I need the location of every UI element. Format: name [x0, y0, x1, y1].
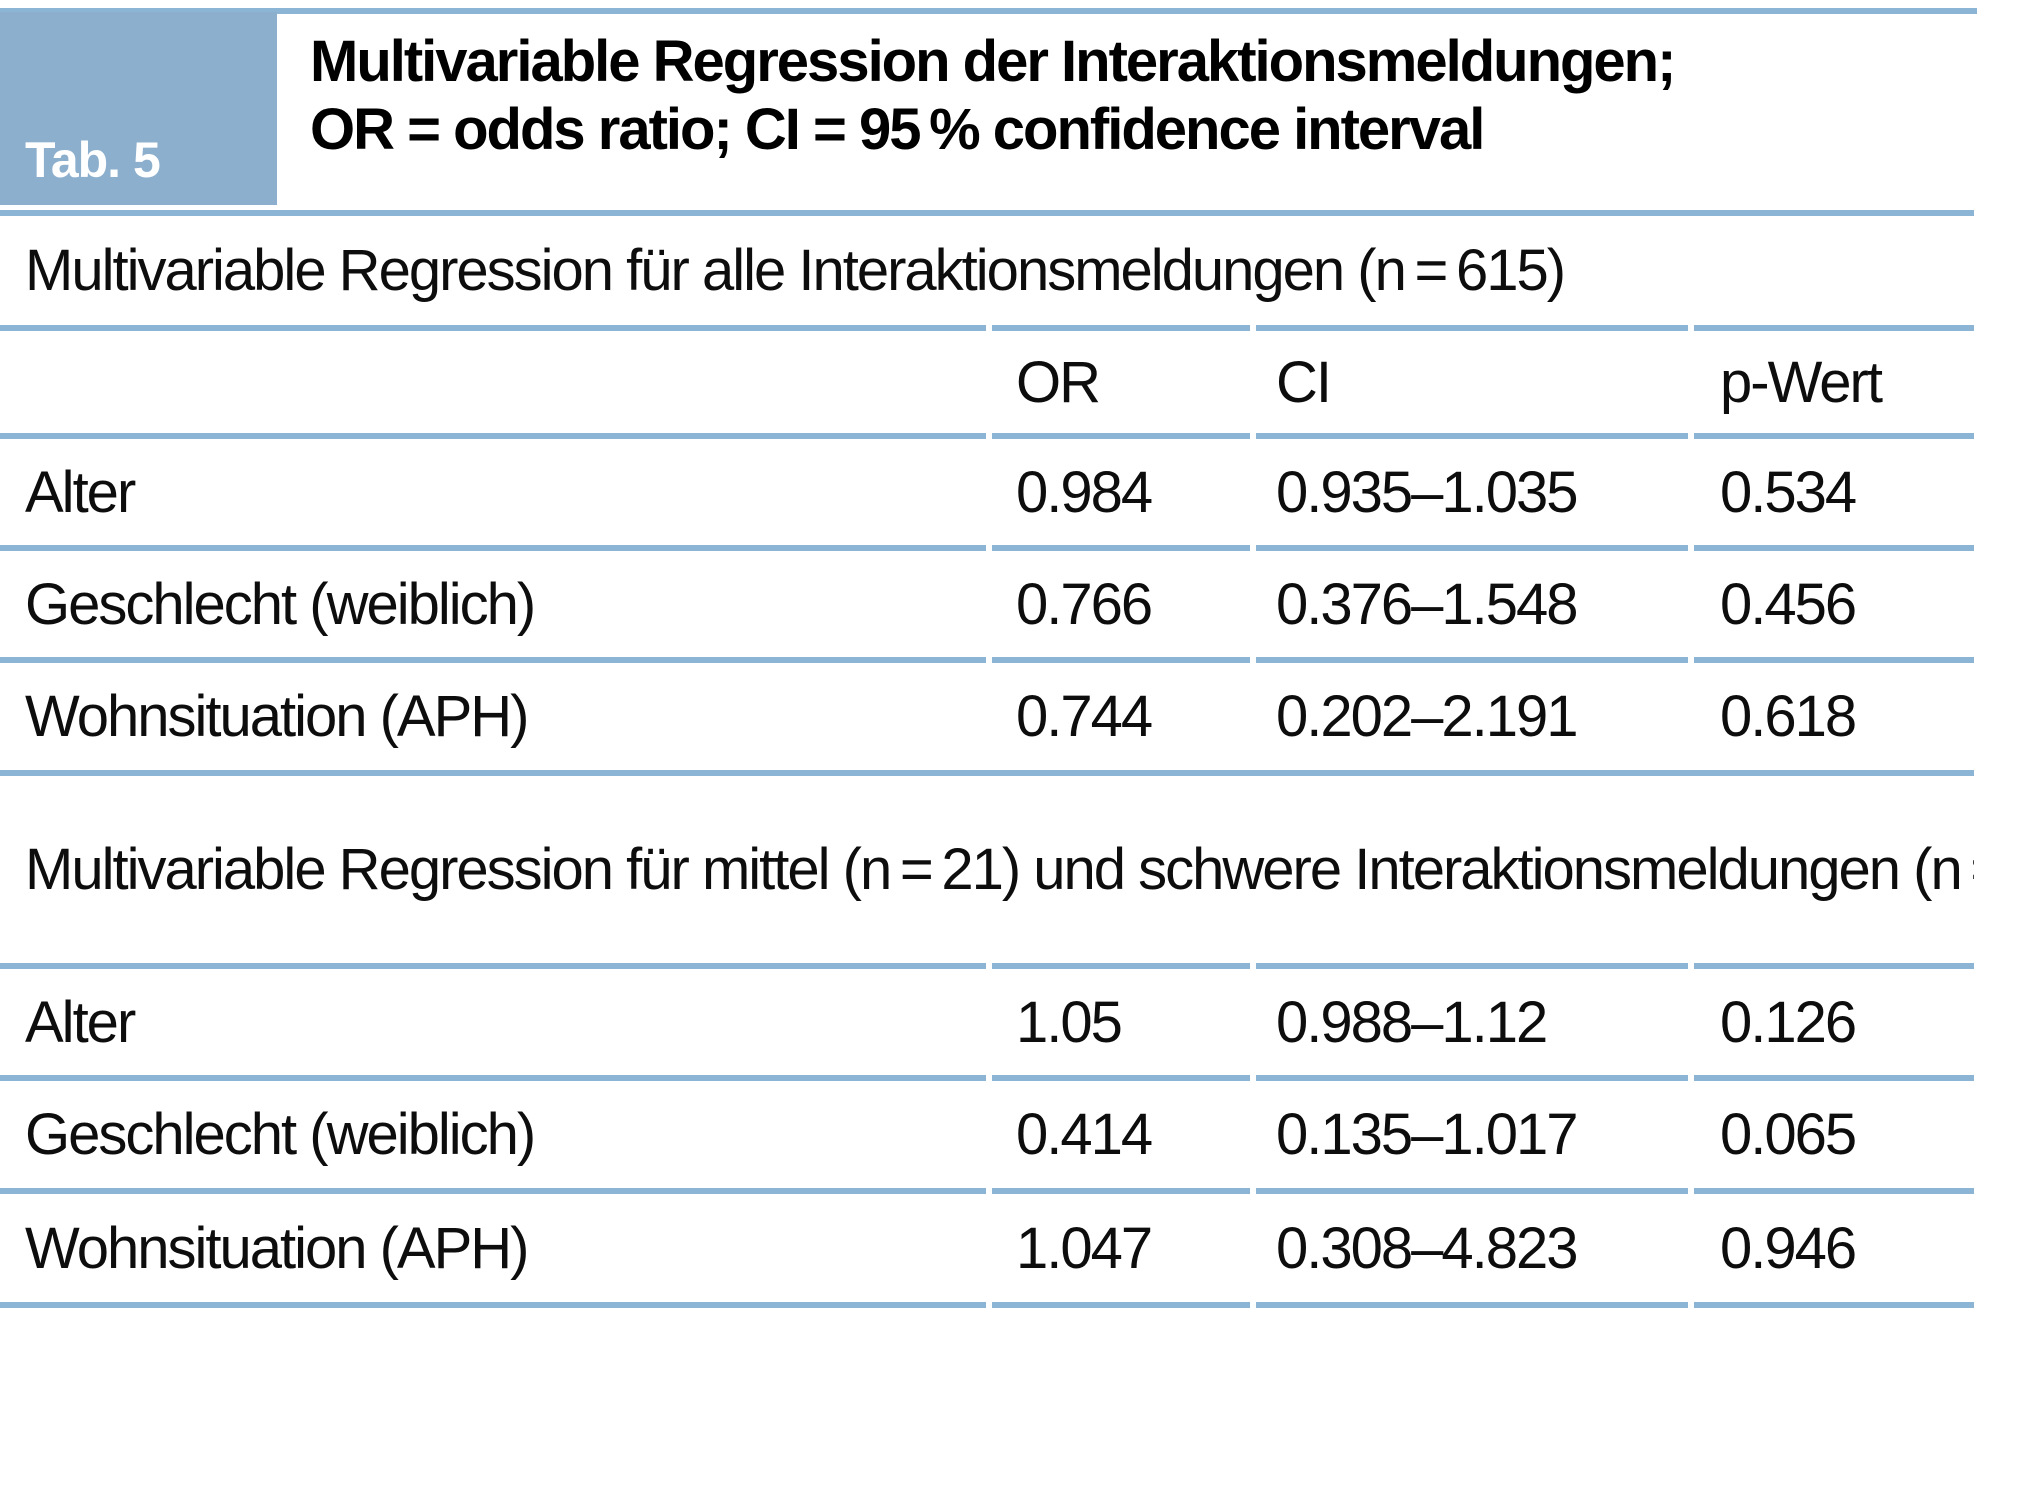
- table-number-label: Tab. 5: [25, 132, 161, 188]
- row-label: Alter: [0, 433, 986, 545]
- table-title-line1: Multivariable Regression der Interaktion…: [310, 29, 1676, 94]
- p-value: 0.126: [1694, 963, 1975, 1075]
- row-label: Wohnsituation (APH): [0, 1188, 986, 1308]
- column-header-or: OR: [992, 325, 1250, 433]
- row-label: Wohnsituation (APH): [0, 657, 986, 770]
- p-value: 0.946: [1694, 1188, 1975, 1308]
- or-value: 0.414: [992, 1075, 1250, 1188]
- or-value: 0.984: [992, 433, 1250, 545]
- table-row: Wohnsituation (APH) 0.744 0.202–2.191 0.…: [0, 657, 1975, 770]
- row-label: Geschlecht (weiblich): [0, 1075, 986, 1188]
- table-row: Wohnsituation (APH) 1.047 0.308–4.823 0.…: [0, 1188, 1975, 1308]
- ci-value: 0.988–1.12: [1256, 963, 1688, 1075]
- or-value: 1.047: [992, 1188, 1250, 1308]
- ci-value: 0.376–1.548: [1256, 545, 1688, 657]
- ci-value: 0.935–1.035: [1256, 433, 1688, 545]
- ci-value: 0.308–4.823: [1256, 1188, 1688, 1308]
- column-header-row: OR CI p-Wert: [0, 325, 1975, 433]
- section-header-row-1: Multivariable Regression für alle Intera…: [0, 210, 1975, 325]
- table-number-badge: Tab. 5: [0, 12, 277, 205]
- or-value: 0.766: [992, 545, 1250, 657]
- table-row: Geschlecht (weiblich) 0.414 0.135–1.017 …: [0, 1075, 1975, 1188]
- table-row: Alter 1.05 0.988–1.12 0.126: [0, 963, 1975, 1075]
- ci-value: 0.202–2.191: [1256, 657, 1688, 770]
- row-label: Geschlecht (weiblich): [0, 545, 986, 657]
- column-header-ci: CI: [1256, 325, 1688, 433]
- top-rule: [0, 8, 1977, 14]
- column-header-p-wert: p-Wert: [1694, 325, 1975, 433]
- or-value: 0.744: [992, 657, 1250, 770]
- regression-table: Multivariable Regression für alle Intera…: [0, 210, 1980, 1308]
- row-label: Alter: [0, 963, 986, 1075]
- p-value: 0.456: [1694, 545, 1975, 657]
- table-title-line2: OR = odds ratio; CI = 95 % confidence in…: [310, 97, 1485, 162]
- section-header-2: Multivariable Regression für mittel (n =…: [0, 770, 1975, 963]
- p-value: 0.618: [1694, 657, 1975, 770]
- or-value: 1.05: [992, 963, 1250, 1075]
- table-header: Tab. 5 Multivariable Regression der Inte…: [0, 12, 1977, 205]
- table-title: Multivariable Regression der Interaktion…: [310, 12, 1676, 205]
- p-value: 0.534: [1694, 433, 1975, 545]
- section-header-row-2: Multivariable Regression für mittel (n =…: [0, 770, 1975, 963]
- section-header-1: Multivariable Regression für alle Intera…: [0, 210, 1975, 325]
- column-header-empty: [0, 325, 986, 433]
- ci-value: 0.135–1.017: [1256, 1075, 1688, 1188]
- p-value: 0.065: [1694, 1075, 1975, 1188]
- table-row: Alter 0.984 0.935–1.035 0.534: [0, 433, 1975, 545]
- table-row: Geschlecht (weiblich) 0.766 0.376–1.548 …: [0, 545, 1975, 657]
